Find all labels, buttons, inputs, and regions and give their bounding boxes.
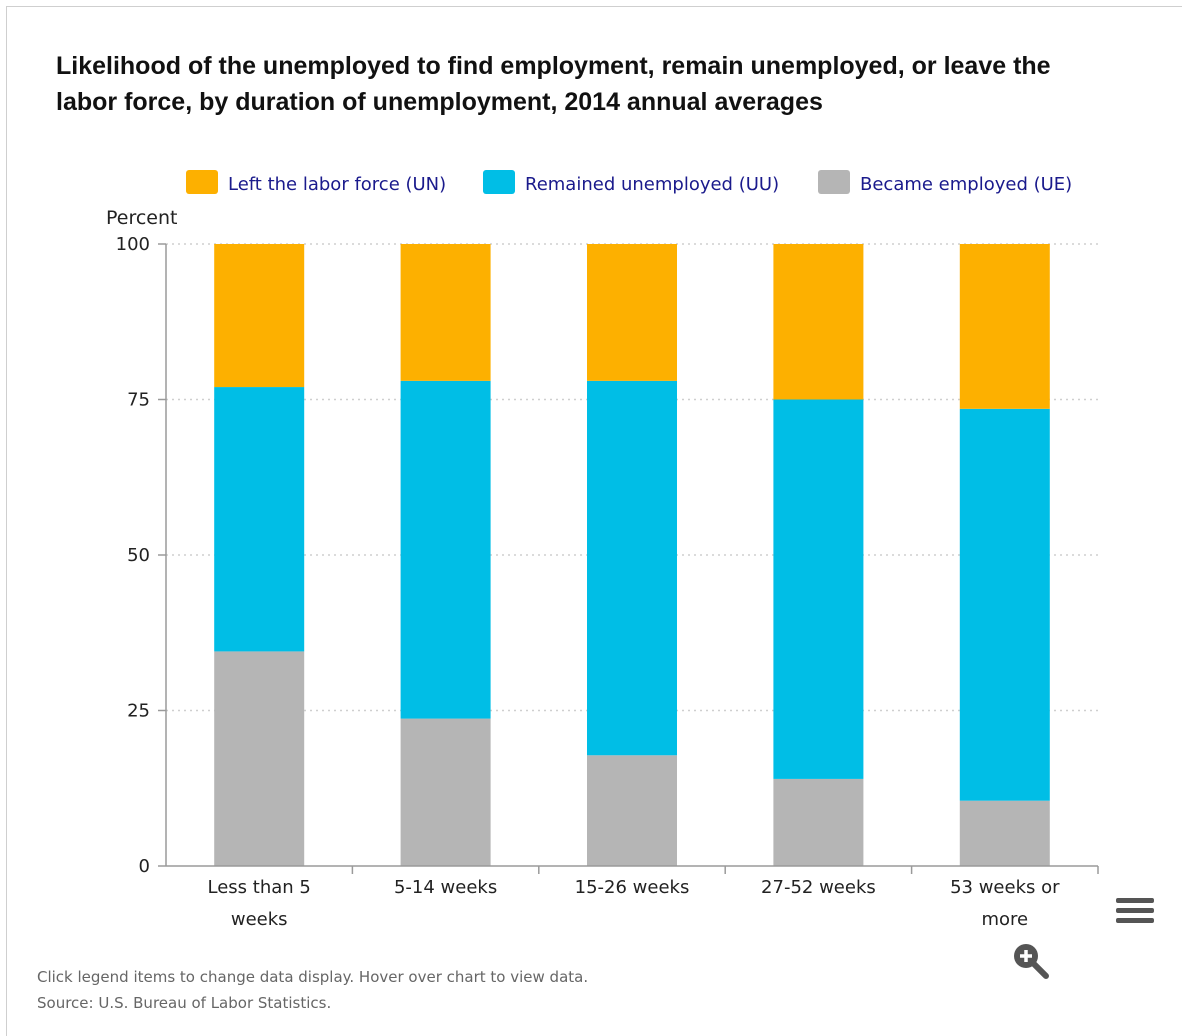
footer-source: Source: U.S. Bureau of Labor Statistics.	[37, 994, 332, 1012]
bar-segment[interactable]	[400, 244, 491, 381]
bar-segment[interactable]	[587, 244, 677, 381]
y-tick-label: 100	[116, 234, 150, 255]
x-tick-label: weeks	[231, 909, 288, 930]
bar-segment[interactable]	[587, 755, 677, 866]
x-tick-label: more	[981, 909, 1028, 930]
x-tick-label: 53 weeks or	[950, 877, 1060, 898]
y-axis-label: Percent	[106, 207, 178, 229]
legend[interactable]: Left the labor force (UN) Remained unempl…	[186, 170, 1072, 195]
legend-item[interactable]: Remained unemployed (UU)	[483, 170, 779, 195]
chart-title: Likelihood of the unemployed to find emp…	[56, 52, 1051, 116]
bars[interactable]	[214, 244, 1050, 866]
chart-frame	[6, 6, 1182, 1036]
x-tick-label: 27-52 weeks	[761, 877, 876, 898]
menu-line	[1116, 908, 1154, 913]
x-tick-label: 15-26 weeks	[575, 877, 690, 898]
bar-segment[interactable]	[773, 778, 864, 866]
stacked-bar-chart[interactable]: Left the labor force (UN) Remained unempl…	[0, 0, 1182, 960]
legend-label: Remained unemployed (UU)	[525, 174, 779, 195]
bar-segment[interactable]	[959, 244, 1050, 409]
x-tick-label: Less than 5	[208, 877, 311, 898]
hamburger-menu-icon[interactable]	[1116, 898, 1154, 932]
y-tick-label: 0	[139, 856, 150, 877]
axes: 0 25 50 75 100 Less than 5 weeks 5-14 weeks 15-2…	[116, 234, 1099, 930]
x-tick-label: 5-14 weeks	[394, 877, 497, 898]
bar-segment[interactable]	[959, 408, 1050, 801]
bar-segment[interactable]	[400, 718, 491, 866]
menu-line	[1116, 898, 1154, 903]
legend-item[interactable]: Became employed (UE)	[818, 170, 1072, 195]
bar-segment[interactable]	[214, 651, 305, 866]
bar-segment[interactable]	[959, 800, 1050, 866]
legend-swatch	[186, 170, 218, 194]
legend-swatch	[818, 170, 850, 194]
y-tick-label: 50	[127, 545, 150, 566]
bar-segment[interactable]	[773, 399, 864, 779]
bar-segment[interactable]	[400, 380, 491, 719]
bar-segment[interactable]	[587, 380, 677, 756]
footer-note: Click legend items to change data displa…	[37, 968, 589, 986]
legend-item[interactable]: Left the labor force (UN)	[186, 170, 446, 195]
legend-label: Became employed (UE)	[860, 174, 1072, 195]
zoom-in-icon[interactable]	[1010, 940, 1050, 980]
legend-swatch	[483, 170, 515, 194]
menu-line	[1116, 918, 1154, 923]
y-tick-label: 75	[127, 390, 150, 411]
bar-segment[interactable]	[214, 387, 305, 652]
y-tick-label: 25	[127, 701, 150, 722]
bar-segment[interactable]	[773, 244, 864, 400]
bar-segment[interactable]	[214, 244, 305, 388]
legend-label: Left the labor force (UN)	[228, 174, 446, 195]
